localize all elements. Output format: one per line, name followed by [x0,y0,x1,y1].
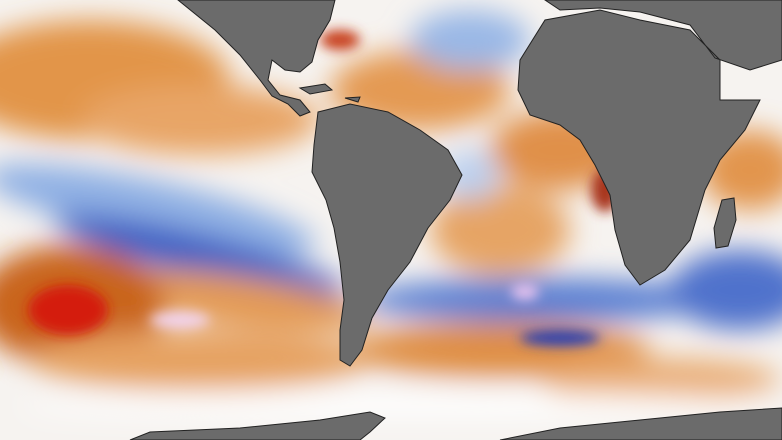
south-america [311,103,463,367]
africa-europe-asia [517,0,782,286]
land-masses [129,0,782,440]
anomaly-field [0,10,782,417]
north-america [177,0,336,117]
antarctica-east [499,407,782,440]
caribbean-islands [298,83,361,103]
antarctica-west [129,411,386,440]
madagascar [713,197,737,249]
